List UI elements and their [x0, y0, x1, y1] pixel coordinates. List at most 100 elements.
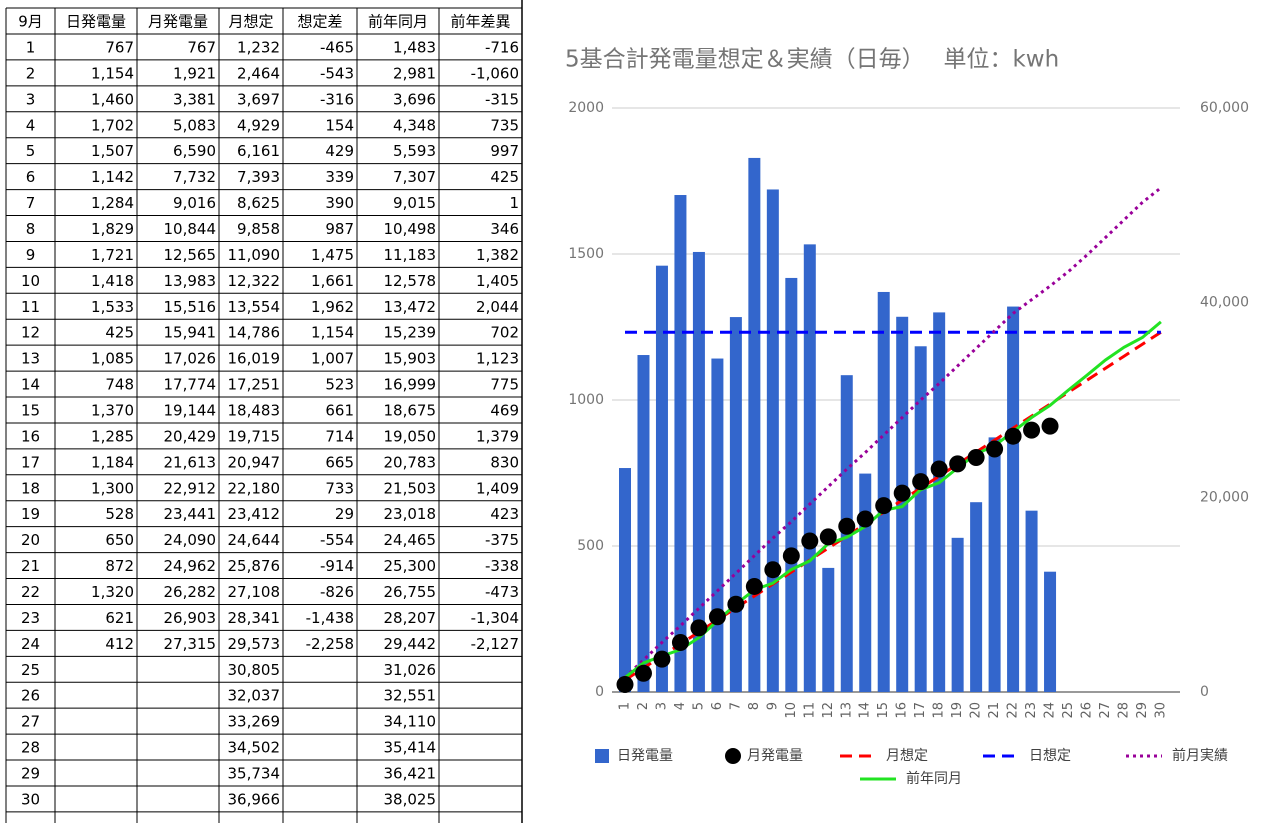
cell: 1,232	[237, 38, 280, 56]
cell: 650	[105, 531, 134, 549]
cell: -473	[485, 583, 519, 601]
legend-label: 前年同月	[906, 770, 962, 787]
cell: 15,516	[164, 298, 217, 316]
cell: 11	[21, 298, 40, 316]
cell: 621	[105, 609, 134, 627]
legend-label: 月想定	[886, 748, 928, 764]
cell: 28,341	[228, 609, 281, 627]
bar	[729, 317, 742, 692]
point	[856, 510, 874, 528]
cell: 1,721	[91, 246, 134, 264]
cell: 25,876	[228, 557, 281, 575]
cell: 12,565	[164, 246, 217, 264]
point	[801, 532, 819, 550]
legend-label: 日発電量	[617, 748, 673, 764]
cell: 15,903	[384, 350, 437, 368]
cell: -543	[320, 64, 354, 82]
point	[745, 577, 763, 595]
cell: 25	[21, 661, 40, 679]
y-tick-label: 0	[595, 684, 604, 700]
x-tick-label: 5	[691, 702, 706, 710]
x-tick-label: 6	[710, 702, 725, 710]
cell: 20,783	[384, 453, 437, 471]
cell: 872	[105, 557, 134, 575]
bar	[1025, 510, 1038, 692]
bar	[914, 346, 927, 692]
cell: 35,414	[384, 739, 437, 757]
cell: 775	[490, 376, 519, 394]
cell: 1,284	[91, 194, 134, 212]
cell: 28	[21, 739, 40, 757]
bar	[859, 473, 872, 692]
cell: 1,829	[91, 220, 134, 238]
header-cell: 9月	[18, 13, 43, 31]
cell: 32,037	[228, 687, 281, 705]
header-cell: 前年差異	[450, 13, 510, 31]
cell: 16	[21, 427, 40, 445]
cell: 17,774	[164, 376, 217, 394]
x-tick-label: 4	[673, 702, 688, 710]
cell: 26,903	[164, 609, 217, 627]
point	[1004, 427, 1022, 445]
bar	[785, 277, 798, 692]
cell: 17	[21, 453, 40, 471]
y2-tick-label: 60,000	[1200, 100, 1249, 116]
cell: 24	[21, 635, 40, 653]
header-cell: 月発電量	[148, 13, 208, 31]
cell: 10	[21, 272, 40, 290]
cell: 16,019	[228, 350, 281, 368]
cell: 2,464	[237, 64, 280, 82]
cell: 17,026	[164, 350, 217, 368]
cell: -375	[485, 531, 519, 549]
point	[690, 619, 708, 637]
cell: 28,207	[384, 609, 437, 627]
cell: 987	[325, 220, 354, 238]
cell: 735	[490, 116, 519, 134]
cell: 4,929	[237, 116, 280, 134]
cell: 2,044	[476, 298, 519, 316]
bar	[803, 244, 816, 692]
cell: 20,429	[164, 427, 217, 445]
cell: -914	[320, 557, 354, 575]
cell: 38,025	[384, 790, 437, 808]
bar	[692, 251, 705, 692]
cell: 1,382	[476, 246, 519, 264]
point	[653, 650, 671, 668]
point	[875, 497, 893, 515]
cell: 21,613	[164, 453, 217, 471]
x-tick-label: 29	[1135, 702, 1150, 719]
point	[838, 517, 856, 535]
cell: 29,442	[384, 635, 437, 653]
cell: 1,483	[393, 38, 436, 56]
bar	[766, 189, 779, 692]
x-tick-label: 30	[1153, 702, 1168, 719]
x-tick-label: 2	[636, 702, 651, 710]
cell: 22,912	[164, 479, 217, 497]
bar	[655, 265, 668, 692]
cell: -1,060	[471, 64, 519, 82]
point	[764, 561, 782, 579]
cell: 390	[325, 194, 354, 212]
cell: 425	[490, 168, 519, 186]
cell: 24,644	[228, 531, 281, 549]
cell: 13,472	[384, 298, 437, 316]
cell: 18,483	[228, 401, 281, 419]
x-tick-label: 10	[784, 702, 799, 719]
cell: 1,460	[91, 90, 134, 108]
cell: -315	[485, 90, 519, 108]
point	[671, 634, 689, 652]
bar	[1044, 571, 1057, 692]
cell: 1,320	[91, 583, 134, 601]
cell: 21,503	[384, 479, 437, 497]
cell: 26,755	[384, 583, 437, 601]
cell: 36,966	[228, 790, 281, 808]
cell: 1,962	[311, 298, 354, 316]
x-tick-label: 12	[821, 702, 836, 719]
cell: 3,697	[237, 90, 280, 108]
legend-swatch	[725, 748, 741, 764]
bar	[711, 358, 724, 692]
cell: 18,675	[384, 401, 437, 419]
x-tick-label: 8	[747, 702, 762, 710]
cell: 714	[325, 427, 354, 445]
